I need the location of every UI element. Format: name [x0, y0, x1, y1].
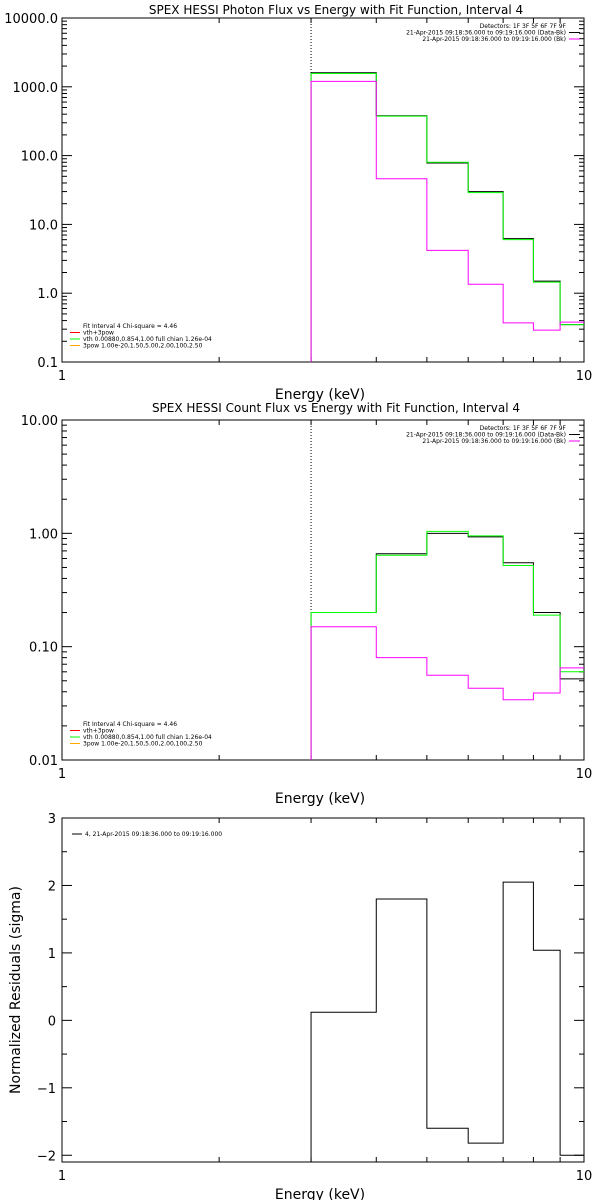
series-0-histogram [310, 72, 584, 362]
photon-legend-top: Detectors: 1F 3F 5F 6F 7F 9F21-Apr-2015 … [406, 23, 580, 43]
legend-label: vth 0.00880,0.854,1.00 full chian 1.26e-… [83, 734, 212, 741]
legend-label: 21-Apr-2015 09:18:36.000 to 09:19:16.000… [406, 30, 566, 37]
legend-label: vth 0.00880,0.854,1.00 full chian 1.26e-… [83, 336, 212, 343]
y-tick-label: 1000.0 [13, 81, 59, 96]
legend-label: 4, 21-Apr-2015 09:18:36.000 to 09:19:16.… [85, 831, 222, 838]
count-series [310, 420, 584, 760]
y-tick-label: 0.10 [29, 641, 58, 656]
y-tick-label: 1 [48, 947, 56, 962]
x-tick-label: 1 [58, 369, 66, 384]
y-tick-label: 10.0 [29, 218, 58, 233]
y-tick-label: 1.0 [37, 287, 58, 302]
y-tick-label: −2 [37, 1149, 56, 1164]
legend-label: vth+3pow [83, 330, 114, 337]
series-1-histogram [310, 530, 584, 760]
legend-label: 21-Apr-2015 09:18:36.000 to 09:19:16.000… [422, 36, 566, 43]
series-2-histogram [310, 80, 584, 362]
legend-label: Detectors: 1F 3F 5F 6F 7F 9F [480, 425, 567, 432]
photon-series [310, 18, 584, 362]
residuals-legend: 4, 21-Apr-2015 09:18:36.000 to 09:19:16.… [72, 831, 222, 838]
series-1-histogram [310, 73, 584, 362]
count-panel-title: SPEX HESSI Count Flux vs Energy with Fit… [152, 401, 520, 415]
x-tick-label: 10 [576, 767, 593, 782]
legend-label: vth+3pow [83, 728, 114, 735]
count-legend-bottom: Fit Interval 4 Chi-square = 4.46vth+3pow… [70, 721, 212, 748]
y-tick-label: −1 [37, 1082, 56, 1097]
residuals-series [310, 881, 584, 1162]
legend-label: Detectors: 1F 3F 5F 6F 7F 9F [480, 23, 567, 30]
y-tick-label: 0 [48, 1014, 56, 1029]
photon-plot-frame [61, 17, 585, 363]
series-0-histogram [310, 532, 584, 760]
y-tick-label: 1.00 [29, 527, 58, 542]
count-legend-top: Detectors: 1F 3F 5F 6F 7F 9F21-Apr-2015 … [406, 425, 580, 445]
photon-axes: 1 10 0.1 1.0 10.0 100.0 1000.0 10000.0 [4, 12, 592, 384]
photon-legend-bottom: Fit Interval 4 Chi-square = 4.46vth+3pow… [70, 323, 212, 350]
count-x-axis-label: Energy (keV) [275, 791, 365, 807]
series-0-histogram [310, 881, 584, 1162]
legend-label: 21-Apr-2015 09:18:36.000 to 09:19:16.000… [406, 432, 566, 439]
legend-label: 21-Apr-2015 09:18:36.000 to 09:19:16.000… [422, 438, 566, 445]
legend-label: Fit Interval 4 Chi-square = 4.46 [83, 323, 177, 330]
y-tick-label: 100.0 [21, 150, 58, 165]
count-flux-panel: SPEX HESSI Count Flux vs Energy with Fit… [21, 401, 592, 807]
photon-panel-title: SPEX HESSI Photon Flux vs Energy with Fi… [149, 3, 523, 17]
legend-label: Fit Interval 4 Chi-square = 4.46 [83, 721, 177, 728]
y-tick-label: 0.1 [37, 356, 58, 371]
y-tick-label: 0.01 [29, 754, 58, 769]
series-2-histogram [310, 626, 584, 760]
y-tick-label: 3 [48, 812, 56, 827]
legend-label: 3pow 1.00e-20,1.50,5.00,2.00,100,2.50 [83, 343, 203, 350]
residuals-plot-frame [61, 817, 585, 1163]
y-tick-label: 2 [48, 879, 56, 894]
residuals-y-axis-label: Normalized Residuals (sigma) [8, 886, 24, 1094]
x-tick-label: 1 [58, 767, 66, 782]
photon-x-axis-label: Energy (keV) [275, 387, 365, 403]
x-tick-label: 10 [576, 369, 593, 384]
y-tick-label: 10000.0 [4, 12, 58, 27]
residuals-x-axis-label: Energy (keV) [275, 1187, 365, 1200]
x-tick-label: 10 [576, 1169, 593, 1184]
count-plot-frame [61, 419, 585, 761]
y-tick-label: 10.00 [21, 414, 58, 429]
legend-label: 3pow 1.00e-20,1.50,5.00,2.00,100,2.50 [83, 741, 203, 748]
photon-flux-panel: SPEX HESSI Photon Flux vs Energy with Fi… [4, 3, 592, 403]
x-tick-label: 1 [58, 1169, 66, 1184]
